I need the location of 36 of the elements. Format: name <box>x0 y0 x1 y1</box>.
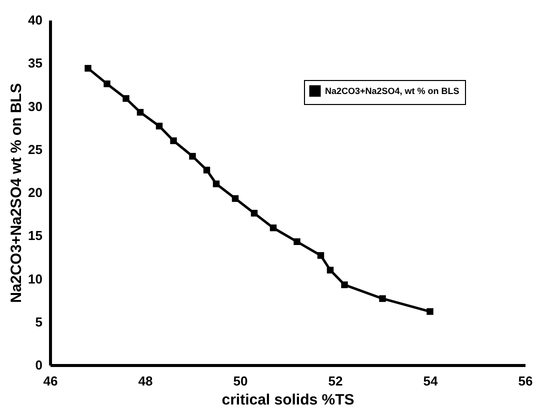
point <box>104 80 110 88</box>
legend-label: Na2CO3+Na2SO4, wt % on BLS <box>325 86 460 96</box>
x-tick-label: 48 <box>138 374 153 388</box>
point <box>341 281 348 288</box>
y-tick-label: 35 <box>28 56 42 71</box>
x-tick-label: 52 <box>328 374 343 388</box>
x-tick-label: 54 <box>423 374 438 388</box>
y-tick-label: 40 <box>28 12 42 28</box>
y-axis-title: Na2CO3+Na2SO4 wt % on BLS <box>8 83 26 303</box>
y-tick-label: 15 <box>28 228 42 244</box>
point <box>270 224 277 232</box>
point <box>317 252 324 259</box>
point <box>136 108 144 116</box>
point <box>212 180 220 188</box>
y-tick-label: 10 <box>28 271 42 286</box>
y-tick-label: 25 <box>28 142 42 157</box>
point <box>156 122 163 130</box>
y-tick-label: 0 <box>35 358 42 372</box>
x-tick-label: 50 <box>233 374 248 388</box>
point <box>326 266 334 274</box>
point <box>379 295 386 302</box>
point <box>250 210 258 217</box>
point <box>294 238 300 246</box>
point <box>170 137 177 144</box>
y-tick-label: 30 <box>28 98 42 114</box>
point <box>122 95 130 102</box>
x-axis-title: critical solids %TS <box>222 392 354 408</box>
point <box>203 166 210 174</box>
x-tick-label: 56 <box>518 374 533 388</box>
x-tick-label: 46 <box>43 374 58 388</box>
point <box>189 152 196 160</box>
point <box>426 308 434 315</box>
point <box>84 64 92 72</box>
y-tick-label: 5 <box>35 314 42 330</box>
y-tick-label: 20 <box>28 185 42 200</box>
point <box>232 195 239 202</box>
